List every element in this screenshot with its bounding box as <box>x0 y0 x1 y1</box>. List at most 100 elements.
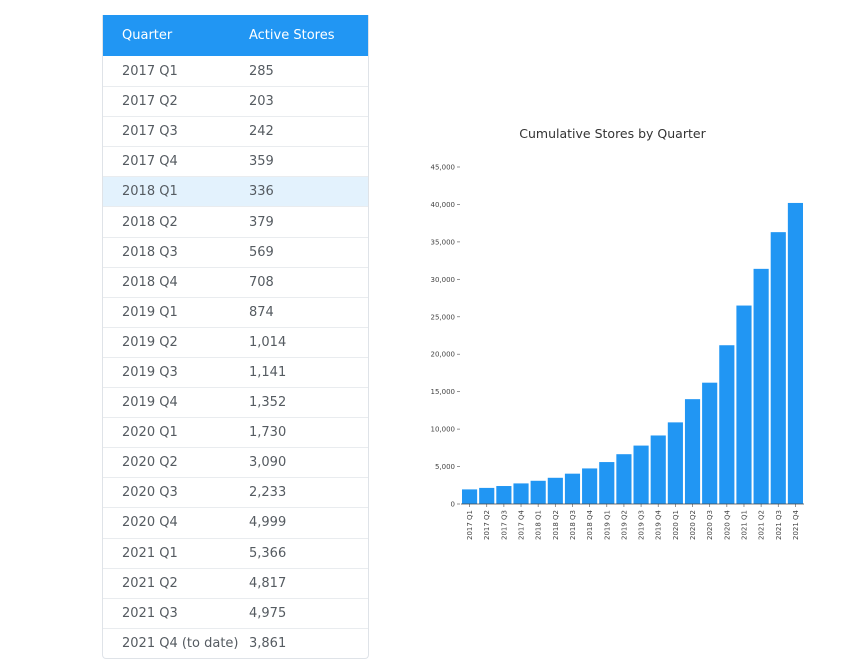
row-quarter: 2019 Q4 <box>122 395 178 411</box>
x-tick-label: 2017 Q3 <box>500 510 508 540</box>
row-active-stores: 1,730 <box>249 425 287 441</box>
x-tick-label: 2017 Q4 <box>518 509 526 540</box>
bar[interactable] <box>667 422 683 504</box>
table-row[interactable]: 2021 Q2 4,817 <box>103 567 368 598</box>
bar[interactable] <box>479 487 495 504</box>
x-tick-label: 2020 Q1 <box>672 510 680 540</box>
table-row[interactable]: 2020 Q2 3,090 <box>103 447 368 477</box>
y-tick-label: 40,000 <box>431 201 456 209</box>
bar[interactable] <box>462 489 478 504</box>
row-quarter: 2018 Q4 <box>122 274 178 290</box>
x-tick-label: 2020 Q2 <box>689 510 697 540</box>
row-active-stores: 4,999 <box>249 515 287 531</box>
x-tick-label: 2021 Q1 <box>740 510 748 540</box>
bar[interactable] <box>650 435 666 504</box>
table-row[interactable]: 2018 Q1 336 <box>103 176 368 207</box>
table-row[interactable]: 2020 Q1 1,730 <box>103 417 368 447</box>
row-active-stores: 3,090 <box>249 455 287 471</box>
bar[interactable] <box>599 462 615 504</box>
row-quarter: 2017 Q2 <box>122 94 178 110</box>
row-quarter: 2020 Q1 <box>122 425 178 441</box>
table-row[interactable]: 2020 Q3 2,233 <box>103 477 368 507</box>
row-quarter: 2019 Q1 <box>122 304 178 320</box>
bar[interactable] <box>702 382 718 504</box>
row-active-stores: 203 <box>249 94 274 110</box>
row-quarter: 2021 Q1 <box>122 545 178 561</box>
table-row[interactable]: 2019 Q4 1,352 <box>103 387 368 417</box>
bar[interactable] <box>633 445 649 504</box>
y-tick-label: 10,000 <box>431 426 456 434</box>
table-body: 2017 Q1 285 2017 Q2 203 2017 Q3 242 2017 Q4 359… <box>103 56 368 658</box>
x-tick-label: 2017 Q2 <box>483 510 491 540</box>
row-active-stores: 359 <box>249 154 274 170</box>
x-tick-label: 2021 Q4 <box>792 509 800 540</box>
bar[interactable] <box>753 268 769 504</box>
row-active-stores: 708 <box>249 274 274 290</box>
y-tick-label: 35,000 <box>431 238 456 246</box>
bar[interactable] <box>616 454 632 504</box>
y-tick-label: 5,000 <box>435 463 455 471</box>
row-quarter: 2017 Q1 <box>122 63 178 79</box>
x-tick-label: 2021 Q2 <box>758 510 766 540</box>
row-active-stores: 336 <box>249 184 274 200</box>
table-row[interactable]: 2017 Q1 285 <box>103 56 368 86</box>
row-quarter: 2020 Q3 <box>122 485 178 501</box>
y-tick-label: 0 <box>451 501 455 509</box>
row-quarter: 2019 Q2 <box>122 334 178 350</box>
header-active-stores[interactable]: Active Stores <box>249 28 335 43</box>
bar[interactable] <box>513 483 529 504</box>
row-active-stores: 1,014 <box>249 334 287 350</box>
table-row[interactable]: 2018 Q2 379 <box>103 206 368 236</box>
x-tick-label: 2019 Q1 <box>603 510 611 540</box>
row-active-stores: 3,861 <box>249 635 287 651</box>
row-quarter: 2018 Q2 <box>122 214 178 230</box>
table-row[interactable]: 2017 Q3 242 <box>103 116 368 146</box>
x-tick-label: 2019 Q2 <box>620 510 628 540</box>
table-row[interactable]: 2021 Q1 5,366 <box>103 537 368 568</box>
x-tick-label: 2018 Q3 <box>569 510 577 540</box>
x-tick-label: 2018 Q2 <box>552 510 560 540</box>
bar[interactable] <box>736 305 752 504</box>
row-active-stores: 874 <box>249 304 274 320</box>
x-tick-label: 2020 Q4 <box>723 509 731 540</box>
bar[interactable] <box>770 232 786 505</box>
table-row[interactable]: 2019 Q1 874 <box>103 296 368 327</box>
header-quarter[interactable]: Quarter <box>122 28 173 43</box>
table-row[interactable]: 2018 Q4 708 <box>103 266 368 297</box>
row-quarter: 2021 Q3 <box>122 605 178 621</box>
x-tick-label: 2020 Q3 <box>706 510 714 540</box>
row-active-stores: 1,352 <box>249 395 287 411</box>
row-quarter: 2017 Q3 <box>122 124 178 140</box>
row-quarter: 2021 Q2 <box>122 575 178 591</box>
row-active-stores: 4,975 <box>249 605 287 621</box>
table-row[interactable]: 2019 Q2 1,014 <box>103 326 368 357</box>
row-active-stores: 569 <box>249 244 274 260</box>
table-row[interactable]: 2020 Q4 4,999 <box>103 507 368 537</box>
bar[interactable] <box>530 480 546 504</box>
x-tick-label: 2019 Q3 <box>638 510 646 540</box>
table-row[interactable]: 2021 Q4 (to date) 3,861 <box>103 627 368 658</box>
table-row[interactable]: 2017 Q2 203 <box>103 86 368 116</box>
row-active-stores: 379 <box>249 214 274 230</box>
y-tick-label: 25,000 <box>431 313 456 321</box>
bar[interactable] <box>496 486 512 504</box>
bar[interactable] <box>564 473 581 504</box>
table-row[interactable]: 2021 Q3 4,975 <box>103 597 368 628</box>
table-row[interactable]: 2019 Q3 1,141 <box>103 356 368 387</box>
y-tick-label: 30,000 <box>431 276 456 284</box>
x-tick-label: 2019 Q4 <box>655 509 663 540</box>
bar[interactable] <box>684 399 701 504</box>
table-row[interactable]: 2017 Q4 359 <box>103 146 368 176</box>
row-quarter: 2020 Q4 <box>122 515 178 531</box>
x-tick-label: 2018 Q4 <box>586 509 594 540</box>
row-active-stores: 1,141 <box>249 364 287 380</box>
bar[interactable] <box>719 345 735 504</box>
row-active-stores: 4,817 <box>249 575 287 591</box>
bar[interactable] <box>582 468 598 504</box>
row-active-stores: 285 <box>249 63 274 79</box>
table-row[interactable]: 2018 Q3 569 <box>103 236 368 267</box>
bar[interactable] <box>787 202 803 505</box>
bar[interactable] <box>547 477 563 504</box>
y-tick-label: 15,000 <box>431 388 456 396</box>
